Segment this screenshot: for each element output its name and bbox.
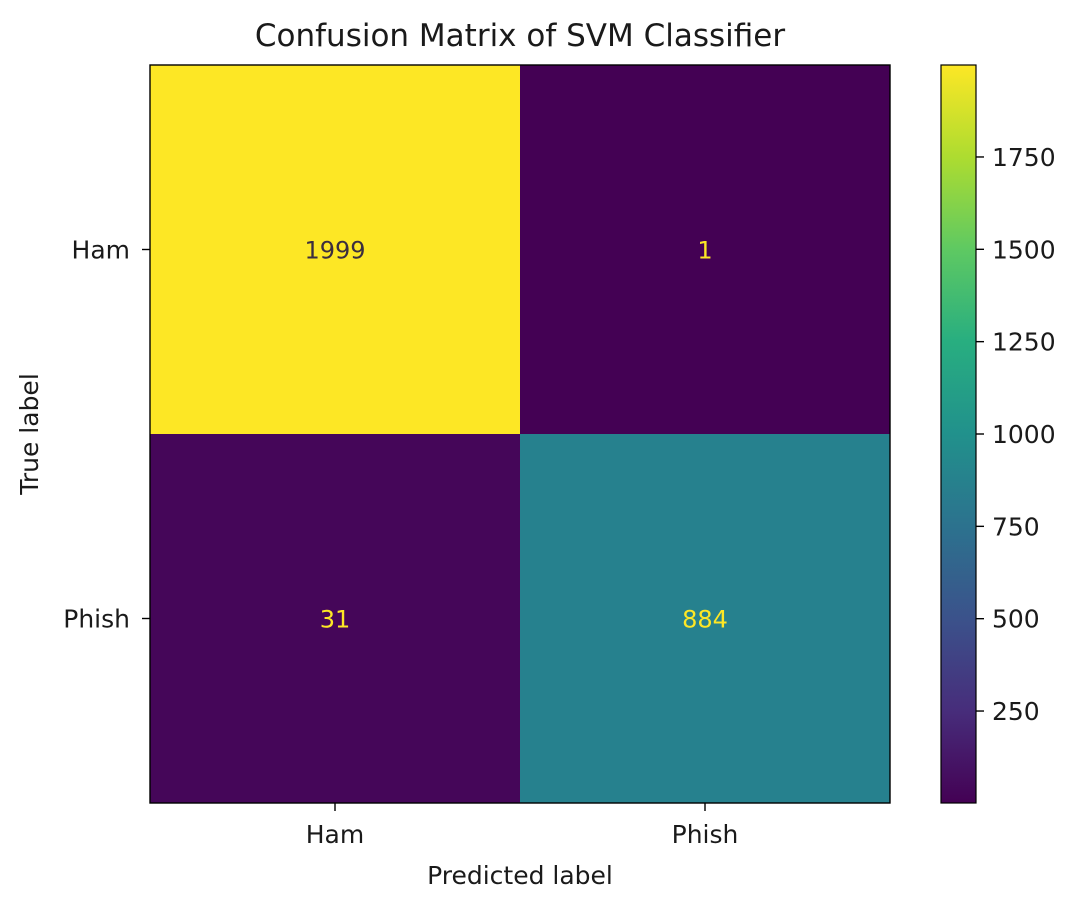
colorbar-tick-label-1000: 1000 [992, 420, 1056, 449]
cell-value-phish-ham: 31 [320, 606, 351, 634]
heatmap-value-labels: 1999 1 31 884 [304, 237, 727, 634]
chart-title: Confusion Matrix of SVM Classifier [255, 18, 785, 54]
colorbar-ticks: 250 500 750 1000 1250 1500 1750 [976, 143, 1056, 726]
colorbar-tick-label-1250: 1250 [992, 328, 1056, 357]
cell-value-ham-ham: 1999 [304, 237, 365, 265]
colorbar-tick-label-500: 500 [992, 605, 1040, 634]
y-axis: Ham Phish [63, 236, 150, 634]
heatmap-cell-ham-ham [150, 65, 521, 435]
colorbar-tick-label-1750: 1750 [992, 143, 1056, 172]
x-tick-label-ham: Ham [306, 820, 364, 849]
cell-value-ham-phish: 1 [697, 237, 712, 265]
heatmap-cell-phish-ham [150, 434, 521, 804]
y-tick-label-ham: Ham [72, 236, 130, 265]
x-axis: Ham Phish [306, 803, 739, 849]
cell-value-phish-phish: 884 [682, 606, 728, 634]
colorbar-tick-label-750: 750 [992, 512, 1040, 541]
y-axis-label: True label [15, 373, 44, 496]
y-tick-label-phish: Phish [63, 605, 130, 634]
colorbar [940, 64, 977, 804]
plot-frame [149, 64, 891, 804]
colorbar-tick-label-250: 250 [992, 697, 1040, 726]
heatmap-cell-ham-phish [520, 65, 891, 435]
heatmap-cells [150, 65, 891, 804]
colorbar-tick-label-1500: 1500 [992, 235, 1056, 264]
x-tick-label-phish: Phish [672, 820, 739, 849]
heatmap-cell-phish-phish [520, 434, 891, 804]
x-axis-label: Predicted label [427, 861, 613, 890]
